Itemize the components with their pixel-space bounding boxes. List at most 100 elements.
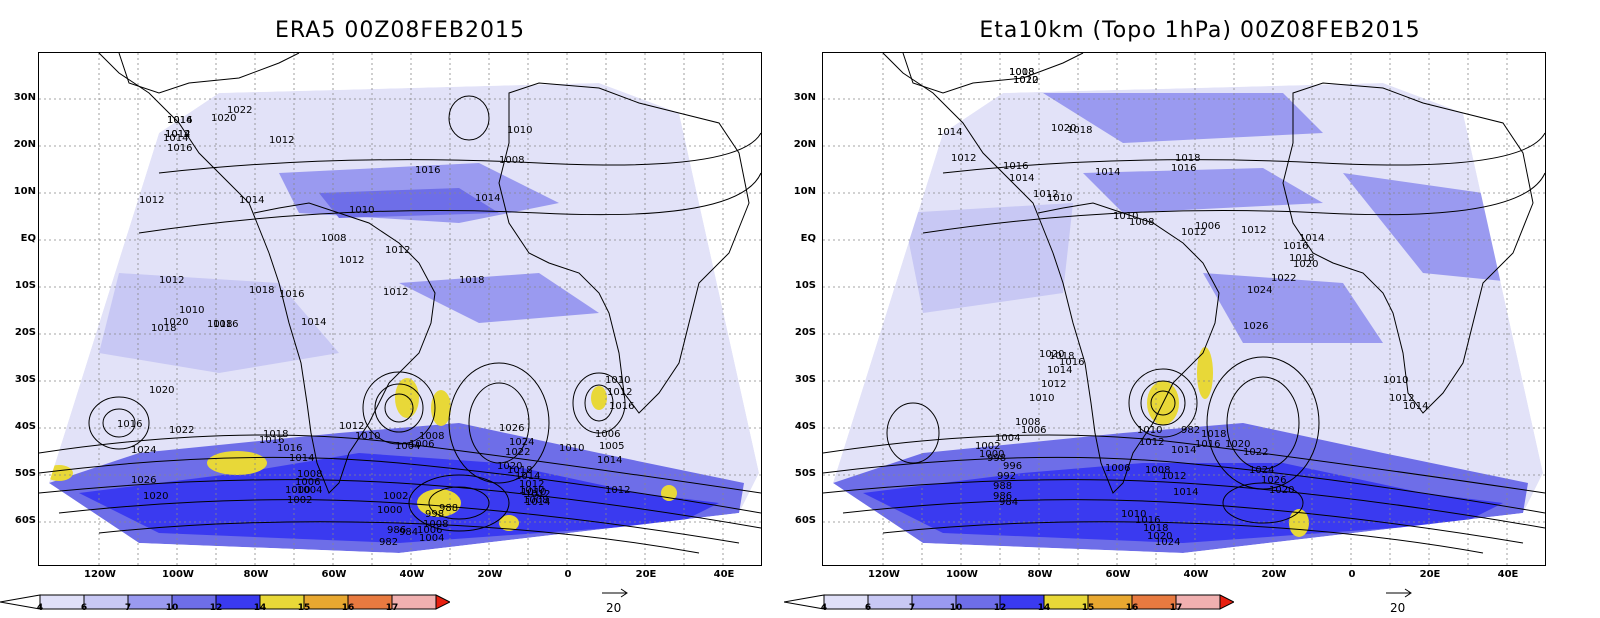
isobar-label: 1010: [1029, 393, 1054, 404]
isobar-label: 1010: [519, 485, 544, 496]
isobar-label: 1016: [167, 143, 192, 154]
isobar-label: 1016: [277, 443, 302, 454]
isobar-label: 1002: [287, 495, 312, 506]
reference-vector-label: 20: [1390, 601, 1406, 615]
isobar-label: 1020: [1039, 349, 1064, 360]
isobar-label: 1006: [1105, 463, 1130, 474]
lat-label: 50S: [14, 468, 36, 479]
colorbar-tick: 4: [36, 603, 44, 613]
lat-label: 10N: [793, 186, 816, 197]
isobar-label: 1014: [515, 471, 540, 482]
isobar-label: 1004: [995, 433, 1020, 444]
panel-title: Eta10km (Topo 1hPa) 00Z08FEB2015: [979, 18, 1421, 43]
isobar-label: 1010: [559, 443, 584, 454]
lat-label: 40S: [794, 421, 816, 432]
isobar-label: 1002: [383, 491, 408, 502]
lat-label: 30N: [13, 92, 36, 103]
isobar-label: 1010: [1383, 375, 1408, 386]
isobar-label: 1022: [169, 425, 194, 436]
isobar-label: 1018: [207, 319, 232, 330]
isobar-label: 1022: [505, 447, 530, 458]
map-frame: 1016 1014 1022 1020 1016 1014 1012 1012 1014 1010…: [38, 52, 762, 566]
isobar-label: 1012: [159, 275, 184, 286]
isobar-label: 1026: [1243, 321, 1268, 332]
isobar-label: 1010: [1121, 509, 1146, 520]
isobar-label: 1002: [975, 441, 1000, 452]
isobar-label: 1008: [523, 495, 548, 506]
isobar-label: 1026: [131, 475, 156, 486]
isobar-label: 1004: [419, 533, 444, 544]
isobar-label: 1004: [297, 485, 322, 496]
lon-label: 100W: [162, 569, 194, 580]
isobar-label: 1014: [937, 127, 962, 138]
isobar-label: 1024: [1249, 465, 1274, 476]
isobar-label: 1012: [139, 195, 164, 206]
reference-vector-arrow-icon: [1386, 588, 1412, 598]
isobar-label: 1016: [1171, 163, 1196, 174]
isobar-label: 1014: [301, 317, 326, 328]
colorbar-tick: 16: [1125, 603, 1139, 613]
isobar-label: 1022: [227, 105, 252, 116]
isobar-label: 1000: [377, 505, 402, 516]
isobar-label: 1008: [1145, 465, 1170, 476]
isobar-label: 1010: [355, 431, 380, 442]
isobar-label: 1010: [605, 375, 630, 386]
isobar-label: 1012: [383, 287, 408, 298]
isobar-label: 984: [399, 527, 418, 538]
isobar-label: 1020: [497, 461, 522, 472]
isobar-label: 1010: [1047, 193, 1072, 204]
lat-label: 30S: [794, 374, 816, 385]
isobar-label: 1012: [607, 387, 632, 398]
isobar-label: 1018: [1009, 67, 1034, 78]
isobar-label: 1016: [279, 289, 304, 300]
isobar-label: 1016: [1195, 439, 1220, 450]
isobar-label: 1016: [609, 401, 634, 412]
lat-label: 60S: [14, 515, 36, 526]
lat-label: 10N: [13, 186, 36, 197]
isobar-label: 1012: [165, 129, 190, 140]
isobar-label: 1024: [509, 437, 534, 448]
isobar-label: 1016: [415, 165, 440, 176]
isobar-label: 1012: [1161, 471, 1186, 482]
isobar-label: 1014: [1173, 487, 1198, 498]
lon-label: 80W: [1027, 569, 1053, 580]
isobar-label: 1006: [409, 439, 434, 450]
isobar-label: 1020: [1051, 123, 1076, 134]
isobar-label: 982: [1181, 425, 1200, 436]
lon-label: 40W: [1183, 569, 1209, 580]
isobar-label: 1018: [263, 429, 288, 440]
isobar-label: 1012: [1181, 227, 1206, 238]
isobar-label: 1010: [349, 205, 374, 216]
isobar-label: 996: [1003, 461, 1022, 472]
lat-label: 20S: [14, 327, 36, 338]
isobar-label: 982: [379, 537, 398, 548]
colorbar-tick: 7: [124, 603, 132, 613]
isobar-label: 986: [993, 491, 1012, 502]
isobar-label: 1006: [1021, 425, 1046, 436]
isobar-label: 1012: [339, 421, 364, 432]
isobar-label: 1016: [117, 419, 142, 430]
isobar-label: 1014: [1095, 167, 1120, 178]
colorbar-tick: 17: [385, 603, 399, 613]
isobar-label: 1018: [1289, 253, 1314, 264]
isobar-label: 1014: [289, 453, 314, 464]
isobar-label: 986: [387, 525, 406, 536]
isobar-label: 1010: [507, 125, 532, 136]
lon-label: 20E: [635, 569, 657, 580]
lon-label: 0: [564, 569, 572, 580]
isobar-label: 992: [997, 471, 1016, 482]
isobar-label: 1014: [1009, 173, 1034, 184]
colorbar-tick: 15: [297, 603, 311, 613]
lon-label: 20W: [1261, 569, 1287, 580]
isobar-label: 1000: [979, 449, 1004, 460]
isobar-label: 1004: [395, 441, 420, 452]
isobar-label: 1020: [163, 317, 188, 328]
colorbar-tick: 15: [1081, 603, 1095, 613]
isobar-label: 1014: [1047, 365, 1072, 376]
isobar-label: 1012: [339, 255, 364, 266]
colorbar-tick: 4: [820, 603, 828, 613]
isobar-label: 1020: [143, 491, 168, 502]
isobar-label: 1012: [1033, 189, 1058, 200]
isobar-label: 1010: [1137, 425, 1162, 436]
